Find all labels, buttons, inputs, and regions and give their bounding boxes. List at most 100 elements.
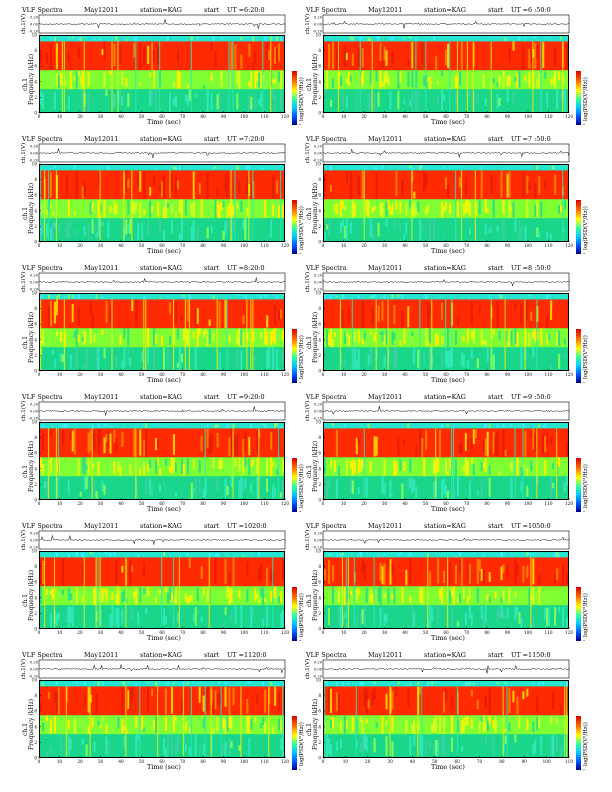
spectrogram-cell	[335, 479, 338, 499]
spectrogram-cell	[133, 166, 136, 170]
waveform-trace	[38, 406, 286, 416]
spectrogram-cell	[77, 429, 80, 452]
waveform-ylabel: ch.1(V)	[20, 659, 27, 679]
spectrogram-cell	[349, 36, 352, 40]
spectrogram-cell	[482, 587, 485, 604]
spectrogram-cell	[377, 36, 380, 41]
spectrogram-cell	[466, 735, 469, 757]
x-tick-label: 10	[341, 630, 347, 635]
spectrogram-cell	[270, 480, 273, 495]
spectrogram-cell	[383, 171, 386, 197]
spectrogram-cell	[280, 309, 283, 319]
spectrogram-cell	[87, 71, 90, 87]
x-axis-label: Time (sec)	[147, 634, 181, 642]
spectrogram-cell	[63, 227, 66, 238]
spectrogram-sferic	[415, 41, 417, 112]
spectrogram-ylabel: Frequency (kHz)	[28, 569, 35, 621]
spectrogram-cell	[324, 568, 327, 581]
spectrogram-cell	[45, 750, 49, 757]
spectrogram-cell	[202, 488, 205, 499]
spectrogram-cell	[405, 720, 408, 733]
spectrogram-cell	[369, 328, 372, 336]
spectrogram-panel: VLF Spectra May12011 station=KAG start UT =7…	[20, 134, 312, 257]
spectrogram-cell	[238, 199, 241, 214]
spectrogram-cell	[528, 332, 531, 347]
spectrogram-cell	[218, 203, 221, 219]
header-title: VLF Spectra	[306, 522, 347, 530]
colorbar-label: log(PSD(V²/Hz))	[583, 77, 589, 121]
spectrogram-cell	[256, 175, 259, 196]
spectrogram-sferic	[272, 557, 274, 628]
spectrogram-cell	[248, 355, 251, 366]
spectrogram-cell	[272, 462, 275, 468]
spectrogram-cell	[67, 222, 70, 239]
spectrogram-cell	[63, 423, 66, 429]
spectrogram-cell	[224, 220, 227, 237]
spectrogram-cell	[343, 739, 346, 754]
spectrogram-cell	[268, 172, 271, 187]
spectrogram-cell	[452, 221, 456, 237]
spectrogram-cell	[462, 96, 465, 108]
spectrogram-cell	[71, 480, 74, 495]
panel-header: VLF Spectra May12011 station=KAG start UT =1…	[306, 650, 596, 660]
spectrogram-cell	[423, 423, 426, 427]
spectrogram-cell	[435, 715, 438, 734]
spectrogram-cell	[496, 608, 499, 622]
spectrogram-cell	[560, 745, 563, 756]
spectrogram-cell	[103, 200, 106, 218]
spectrogram-cell	[343, 612, 346, 619]
spectrogram-cell	[516, 457, 519, 476]
spectrogram-cell	[441, 607, 444, 624]
spectrogram-cell	[474, 166, 477, 171]
header-date: May12011	[368, 264, 403, 272]
spectrogram-cell	[129, 300, 132, 328]
spectrogram-cell	[143, 476, 146, 499]
spectrogram-cell	[510, 330, 513, 346]
spectrogram-cell	[278, 692, 281, 712]
spectrogram-sferic	[240, 686, 242, 757]
spectrogram-cell	[478, 721, 481, 733]
spectrogram-cell	[399, 71, 402, 83]
colorbar	[292, 71, 297, 125]
spectrogram-cell	[409, 558, 412, 584]
spectrogram-cell	[437, 481, 440, 493]
spectrogram-cell	[47, 90, 51, 112]
header-start: start	[488, 651, 504, 659]
spectrogram-cell	[445, 177, 448, 189]
spectrogram-cell	[363, 605, 366, 628]
spectrogram-cell	[500, 170, 503, 198]
spectrogram-cell	[562, 687, 565, 715]
spectrogram-cell	[55, 296, 58, 300]
spectrogram-cell	[536, 735, 539, 757]
spectrogram-cell	[161, 53, 164, 70]
colorbar-label: log(PSD(V²/Hz))	[583, 593, 589, 637]
spectrogram-cell	[186, 458, 189, 475]
spectrogram-cell	[407, 306, 410, 328]
spectrogram-cell	[228, 738, 231, 756]
spectrogram-cell	[274, 96, 277, 112]
spectrogram-sferic	[363, 428, 365, 499]
spectrogram-cell	[399, 595, 402, 605]
spectrogram-cell	[540, 36, 543, 42]
spectrogram-cell	[206, 347, 209, 370]
spectrogram-cell	[178, 299, 181, 326]
spectrogram-cell	[345, 476, 348, 489]
spectrogram-cell	[433, 459, 436, 474]
spectrogram-cell	[55, 165, 58, 170]
spectrogram-cell	[361, 71, 364, 86]
spectrogram-cell	[143, 222, 146, 237]
spectrogram-plot	[39, 35, 285, 113]
spectrogram-cell	[176, 167, 179, 170]
header-title: VLF Spectra	[22, 393, 63, 401]
spectrogram-cell	[516, 553, 519, 557]
spectrogram-cell	[528, 574, 531, 583]
spectrogram-cell	[162, 207, 166, 219]
spectrogram-cell	[492, 563, 495, 579]
spectrogram-cell	[266, 296, 269, 299]
spectrogram-sferic	[536, 428, 538, 499]
spectrogram-cell	[446, 471, 450, 476]
spectrogram-cell	[89, 172, 92, 196]
spectrogram-cell	[460, 557, 463, 586]
spectrogram-cell	[242, 332, 245, 348]
spectrogram-cell	[198, 182, 201, 195]
